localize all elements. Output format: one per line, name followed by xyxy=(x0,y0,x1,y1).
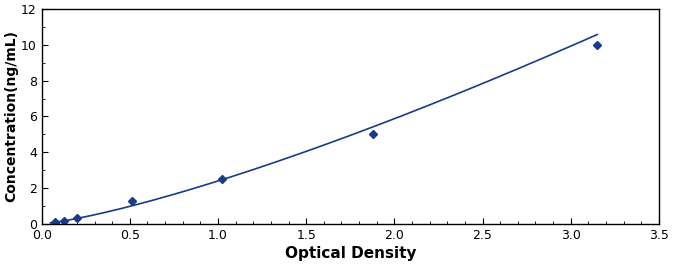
X-axis label: Optical Density: Optical Density xyxy=(285,246,416,261)
Y-axis label: Concentration(ng/mL): Concentration(ng/mL) xyxy=(4,30,18,202)
